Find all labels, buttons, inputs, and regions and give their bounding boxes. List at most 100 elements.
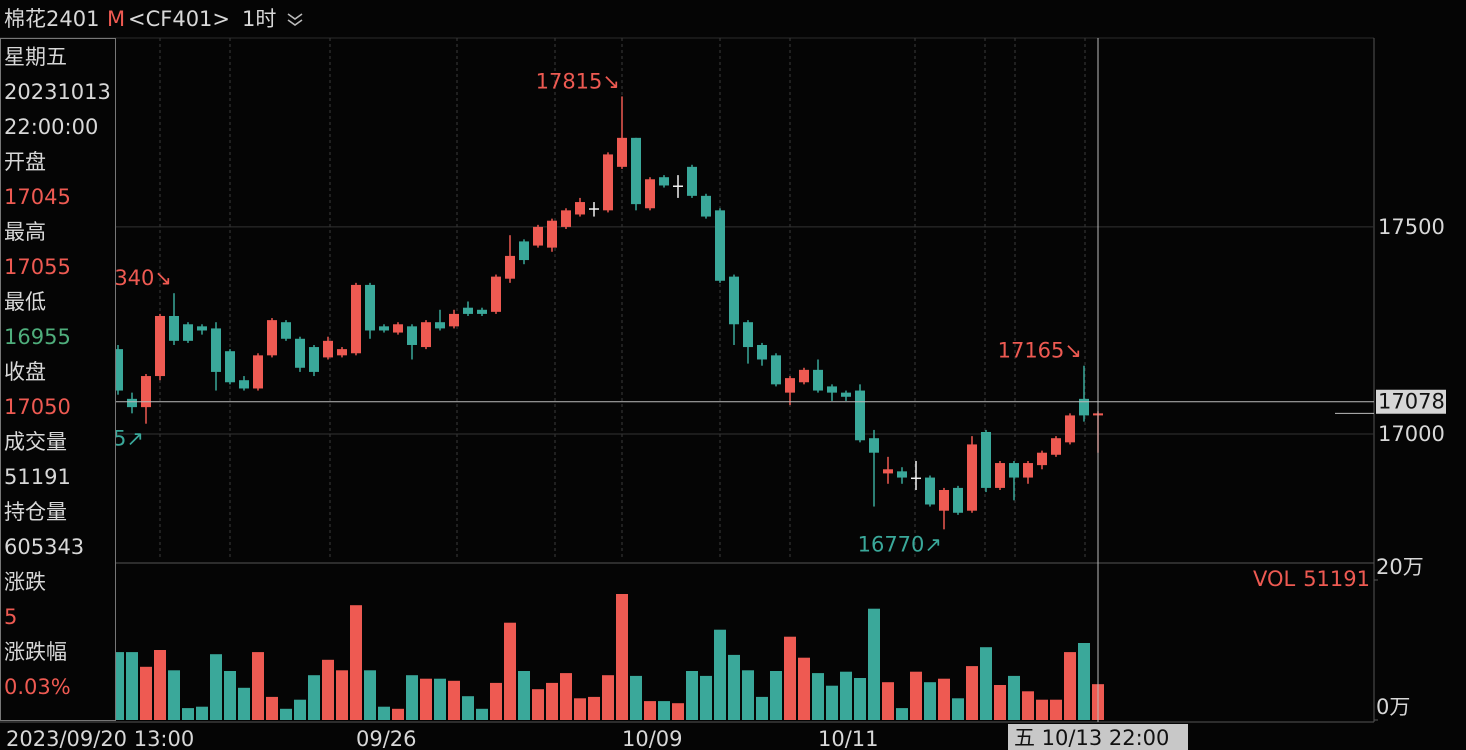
volume-bar (966, 666, 978, 720)
candle-body (1079, 398, 1089, 416)
volume-bar (294, 699, 306, 720)
candle-body (953, 487, 963, 513)
candle-body (547, 220, 557, 248)
info-value: 17055 (4, 255, 71, 279)
candle-body (183, 324, 193, 341)
volume-bar (854, 678, 866, 720)
volume-bar (1022, 691, 1034, 720)
volume-bar (462, 696, 474, 720)
candle-body (827, 386, 837, 393)
volume-tick-label: 20万 (1376, 555, 1424, 579)
candle-body (323, 340, 333, 358)
volume-bar (504, 622, 516, 720)
volume-bar (196, 706, 208, 720)
volume-bar (448, 680, 460, 720)
volume-bar (1064, 652, 1076, 720)
crosshair-price: 17078 (1378, 390, 1445, 414)
candle-body (995, 463, 1005, 488)
candle-body (799, 369, 809, 383)
volume-bar (308, 675, 320, 720)
candle-body (281, 322, 291, 339)
candle-body (477, 309, 487, 314)
crosshair-price-box (1376, 389, 1446, 414)
crosshair-time-box (1008, 724, 1188, 750)
volume-bar (714, 629, 726, 720)
candle-body (127, 398, 137, 408)
volume-bar (252, 652, 264, 720)
candle-body (533, 226, 543, 246)
volume-bar (1008, 675, 1020, 720)
candle-body (435, 322, 445, 329)
volume-bar (210, 654, 222, 720)
x-tick-label: 09/26 (356, 727, 417, 750)
volume-bar (238, 687, 250, 720)
candle-body (743, 322, 753, 348)
info-label: 收盘 (4, 360, 46, 384)
info-value: 17045 (4, 185, 71, 209)
candle-body (925, 477, 935, 505)
volume-bar (1050, 699, 1062, 720)
candle-body (897, 471, 907, 478)
dropdown-icon[interactable] (287, 13, 303, 26)
volume-bar (364, 670, 376, 720)
price-annotation: 17165↘ (998, 339, 1082, 363)
candle-body (449, 313, 459, 327)
volume-bar (756, 696, 768, 720)
price-annotation: 17815↘ (536, 69, 620, 93)
candle-body (883, 469, 893, 474)
volume-bar (182, 708, 194, 720)
candle-body (1037, 452, 1047, 466)
candle-body (715, 210, 725, 281)
candle-body (687, 166, 697, 196)
candle-body (1051, 438, 1061, 455)
volume-value: 51191 (1303, 567, 1370, 591)
candle-body (225, 351, 235, 383)
info-date: 20231013 (4, 80, 111, 104)
candle-body (939, 489, 949, 511)
volume-bar (140, 666, 152, 720)
info-value: 0.03% (4, 675, 71, 699)
volume-bar (532, 689, 544, 720)
volume-bar (994, 685, 1006, 720)
info-value: 5 (4, 605, 17, 629)
candle-body (869, 438, 879, 453)
info-label: 成交量 (4, 430, 67, 454)
info-weekday: 星期五 (4, 45, 67, 69)
volume-bar (280, 708, 292, 720)
volume-bar (770, 671, 782, 720)
candle-body (491, 276, 501, 312)
candle-body (785, 378, 795, 393)
info-value: 51191 (4, 465, 71, 489)
candle-body (1009, 463, 1019, 478)
candle-body (729, 276, 739, 325)
candle-body (855, 390, 865, 441)
volume-bar (154, 650, 166, 720)
volume-bar (420, 678, 432, 720)
x-tick-label: 10/11 (818, 727, 879, 750)
x-tick-label: 2023/09/20 13:00 (6, 727, 194, 750)
candle-body (701, 195, 711, 217)
volume-bar (588, 696, 600, 720)
candle-body (659, 177, 669, 186)
candle-body (239, 380, 249, 389)
volume-label: VOL 51191 (1253, 567, 1370, 591)
period: 1时 (242, 7, 276, 31)
info-label: 最低 (4, 290, 46, 314)
volume-bar (700, 675, 712, 720)
volume-bar (602, 675, 614, 720)
candle-body (981, 431, 991, 488)
volume-bar (266, 696, 278, 720)
candle-body (267, 320, 277, 356)
candle-body (757, 344, 767, 360)
volume-bar (616, 594, 628, 720)
candle-body (295, 338, 305, 368)
volume-bar (476, 708, 488, 720)
volume-bar (224, 671, 236, 720)
volume-bar (434, 678, 446, 720)
candle-body (505, 255, 515, 279)
candle-body (841, 392, 851, 397)
volume-bar (882, 682, 894, 720)
volume-bar (728, 654, 740, 720)
candle-body (617, 137, 627, 167)
